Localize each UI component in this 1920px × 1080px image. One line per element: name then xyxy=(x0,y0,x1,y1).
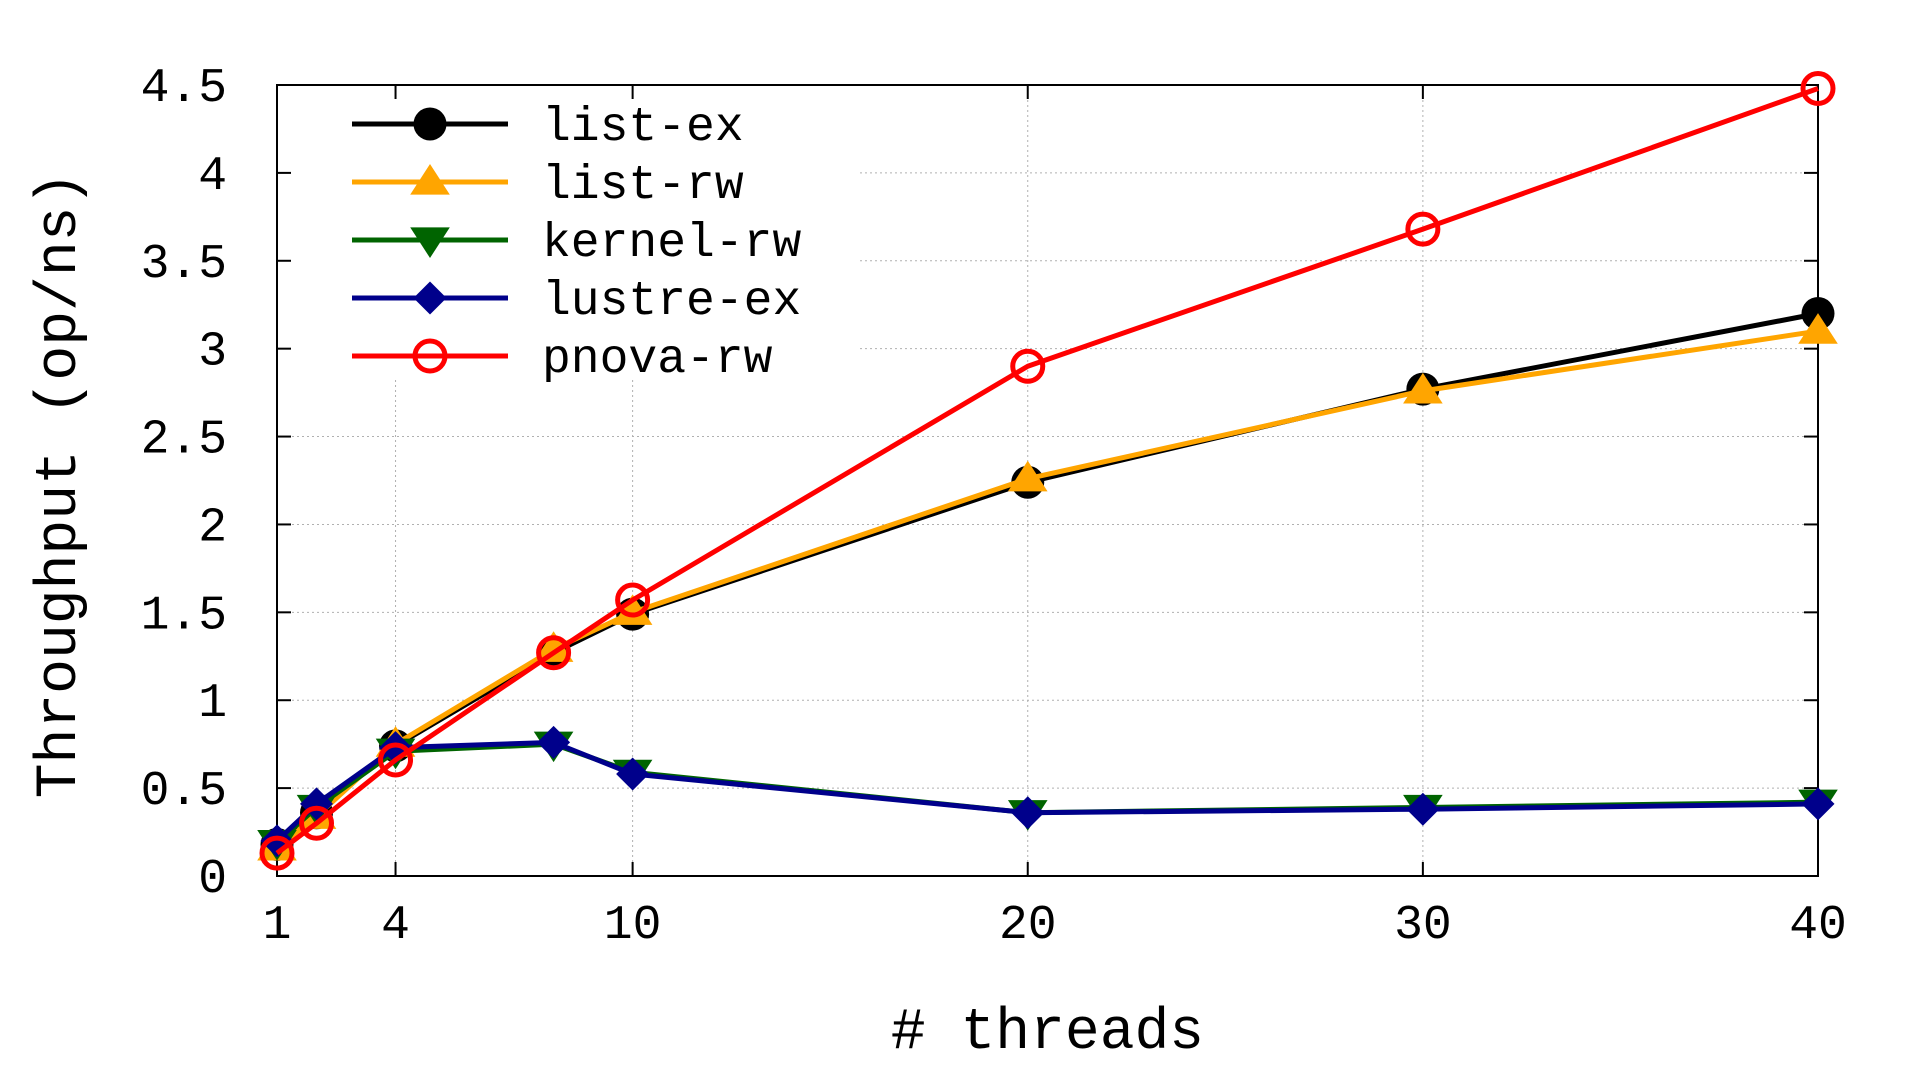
data-point xyxy=(1405,211,1441,247)
data-point xyxy=(536,635,572,671)
series-line xyxy=(275,328,1819,850)
data-point xyxy=(413,281,447,315)
x-tick-label: 1 xyxy=(263,899,292,953)
y-tick-label: 1.5 xyxy=(141,589,227,643)
data-point xyxy=(615,582,651,618)
data-point xyxy=(537,725,571,759)
series-layer xyxy=(257,71,1838,871)
data-point xyxy=(1007,460,1048,492)
legend-item: list-ex xyxy=(352,101,744,155)
data-point xyxy=(412,338,448,374)
legend-label: lustre-ex xyxy=(542,275,801,329)
x-tick-label: 40 xyxy=(1789,899,1847,953)
legend-label: list-rw xyxy=(542,159,744,213)
data-point xyxy=(533,631,574,662)
legend-item: pnova-rw xyxy=(352,333,773,387)
x-axis-title: # threads xyxy=(891,1001,1204,1066)
y-axis-title: Throughput (op/ns) xyxy=(28,172,93,799)
series-line xyxy=(275,311,1819,847)
series-kernel-rw xyxy=(257,731,1838,861)
y-tick-label: 4 xyxy=(198,150,227,204)
legend-label: list-ex xyxy=(542,101,744,155)
data-point xyxy=(259,835,295,871)
series-line xyxy=(275,741,1819,845)
y-tick-label: 3.5 xyxy=(141,238,227,292)
y-tick-label: 2.5 xyxy=(141,414,227,468)
legend-label: pnova-rw xyxy=(542,333,773,387)
y-tick-label: 4.5 xyxy=(141,62,227,116)
data-point xyxy=(299,805,335,841)
legend-item: lustre-ex xyxy=(352,275,801,329)
data-point xyxy=(1798,313,1838,344)
x-tick-label: 4 xyxy=(381,899,410,953)
data-point xyxy=(410,164,450,195)
data-point xyxy=(1406,792,1440,826)
data-point xyxy=(1801,787,1835,821)
y-tick-label: 3 xyxy=(198,326,227,380)
axis-ticks: 0 0.5 1 1.5 2 2.5 3 3.5 4 4.5 1 4 10 20 30 40 xyxy=(141,62,1847,953)
data-point xyxy=(1403,372,1443,404)
series-line xyxy=(275,739,1819,843)
series-list-ex xyxy=(260,297,1835,861)
series-line xyxy=(275,86,1819,856)
data-point xyxy=(616,757,650,791)
data-point xyxy=(378,742,414,778)
y-tick-label: 0.5 xyxy=(141,765,227,819)
data-point xyxy=(410,227,450,258)
plot-frame xyxy=(276,84,1819,877)
data-point xyxy=(1800,71,1836,107)
x-tick-label: 30 xyxy=(1394,899,1452,953)
data-point xyxy=(612,594,653,625)
data-point xyxy=(1011,796,1045,830)
series-pnova-rw xyxy=(259,71,1836,871)
legend-item: list-rw xyxy=(352,159,744,213)
series-list-rw xyxy=(257,313,1838,861)
y-tick-label: 2 xyxy=(198,501,227,555)
data-point xyxy=(1010,348,1046,384)
grid-lines xyxy=(277,85,1818,876)
series-lustre-ex xyxy=(260,725,1835,858)
y-tick-label: 0 xyxy=(198,853,227,907)
x-tick-label: 10 xyxy=(604,899,662,953)
legend-item: kernel-rw xyxy=(352,217,801,271)
data-point xyxy=(413,107,447,141)
legend-label: kernel-rw xyxy=(542,217,801,271)
x-tick-label: 20 xyxy=(999,899,1057,953)
y-tick-label: 1 xyxy=(198,677,227,731)
